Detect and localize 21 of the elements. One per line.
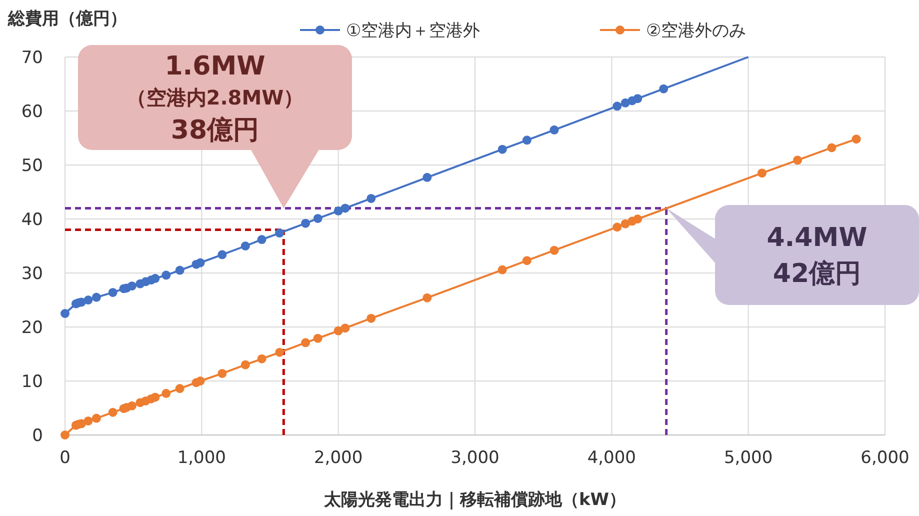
annotation: 4.4MW 42億円 [766,223,868,290]
y-tick-label: 20 [21,318,43,338]
x-tick-label: 2,000 [314,448,363,468]
y-tick-label: 10 [21,372,43,392]
y-tick-label: 30 [21,264,43,284]
x-tick-label: 6,000 [860,448,910,468]
x-tick-label: 1,000 [177,448,226,468]
legend-label: ①空港内＋空港外 [346,20,480,41]
x-tick-label: 0 [60,448,70,468]
x-tick-label: 3,000 [450,448,500,468]
x-tick-label: 4,000 [587,448,636,468]
x-axis-title: 太陽光発電出力｜移転補償跡地（kW） [322,490,626,510]
y-tick-label: 60 [21,102,43,122]
annotation: 1.6MW （空港内2.8MW） 38億円 [126,52,304,146]
y-axis-title: 総費用（億円） [7,9,127,29]
legend-label: ②空港外のみ [646,20,746,41]
y-tick-label: 70 [21,48,43,68]
x-tick-label: 5,000 [724,448,773,468]
y-tick-label: 0 [32,426,43,446]
y-tick-label: 50 [21,156,43,176]
y-tick-label: 40 [21,210,43,230]
